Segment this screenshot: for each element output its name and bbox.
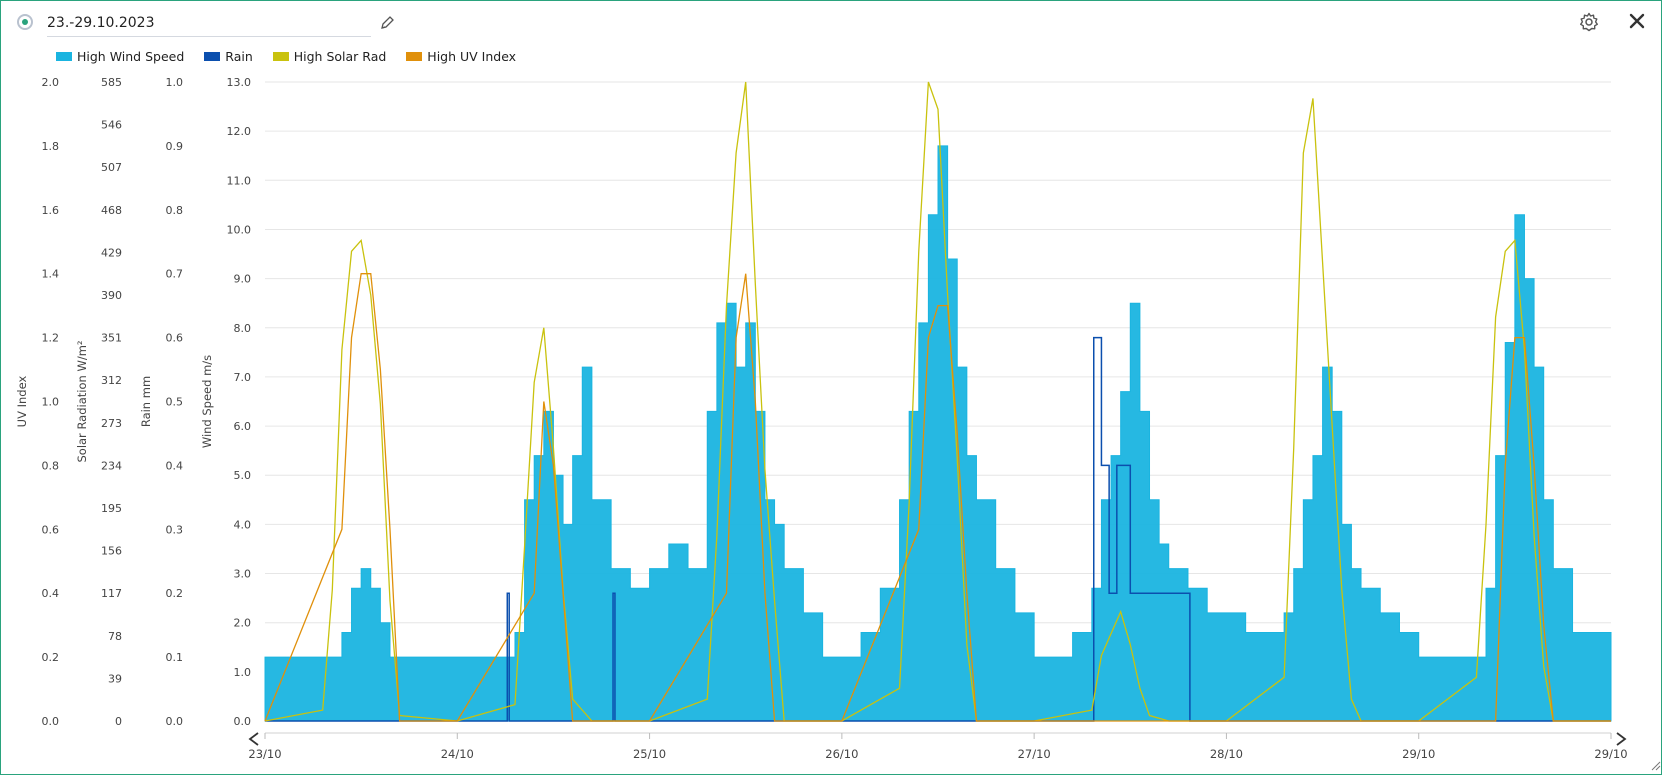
rain-tick-label: 1.0: [166, 76, 184, 89]
solar-tick-label: 351: [101, 332, 122, 345]
resize-icon[interactable]: [1651, 761, 1661, 771]
rain-tick-label: 0.3: [166, 523, 184, 536]
wind-tick-label: 6.0: [234, 420, 252, 433]
rain-tick-label: 0.9: [166, 140, 184, 153]
wind-tick-label: 12.0: [227, 125, 252, 138]
legend-item-rain[interactable]: Rain: [204, 46, 253, 66]
solar-tick-label: 195: [101, 502, 122, 515]
uv-tick-label: 1.4: [42, 268, 60, 281]
chevron-right-icon[interactable]: [1616, 732, 1627, 746]
legend-swatch-rain: [204, 51, 221, 61]
legend-swatch-wind: [56, 51, 72, 61]
wind-tick-label: 3.0: [234, 568, 252, 581]
series-wind-area: [264, 145, 1612, 722]
solar-tick-label: 78: [108, 630, 122, 643]
wind-tick-label: 0.0: [234, 715, 252, 728]
wind-tick-label: 10.0: [227, 223, 252, 236]
solar-tick-label: 585: [101, 76, 122, 89]
chevron-left-icon[interactable]: [248, 732, 259, 746]
x-tick-label: 28/10: [1210, 747, 1243, 761]
rain-tick-label: 0.6: [166, 332, 184, 345]
series-solar-line: [264, 81, 1611, 722]
x-tick-label: 25/10: [633, 747, 666, 761]
solar-axis-title: Solar Radiation W/m²: [75, 340, 89, 462]
series-uv-line: [264, 273, 1611, 722]
solar-tick-label: 39: [108, 672, 122, 685]
pencil-icon[interactable]: [378, 14, 396, 32]
wind-tick-label: 1.0: [234, 666, 252, 679]
uv-tick-label: 1.8: [42, 140, 60, 153]
rain-tick-label: 0.0: [166, 715, 184, 728]
solar-tick-label: 468: [101, 204, 122, 217]
selection-radio[interactable]: [17, 14, 33, 30]
wind-tick-label: 4.0: [234, 518, 252, 531]
series-rain-line: [265, 336, 1611, 722]
solar-tick-label: 117: [101, 587, 122, 600]
chart-legend: High Wind Speed Rain High Solar Rad High…: [56, 46, 516, 66]
wind-axis-title: Wind Speed m/s: [200, 355, 214, 448]
legend-swatch-uv: [406, 51, 423, 61]
legend-item-uv[interactable]: High UV Index: [406, 46, 516, 66]
wind-tick-label: 7.0: [234, 371, 252, 384]
uv-tick-label: 0.8: [42, 459, 60, 472]
legend-label-rain: Rain: [225, 48, 253, 64]
uv-tick-label: 0.6: [42, 523, 60, 536]
legend-label-wind: High Wind Speed: [77, 48, 185, 64]
solar-tick-label: 507: [101, 161, 122, 174]
x-tick-label: 26/10: [825, 747, 858, 761]
rain-tick-label: 0.7: [166, 268, 184, 281]
rain-tick-label: 0.1: [166, 651, 184, 664]
uv-axis-title: UV Index: [15, 376, 29, 428]
legend-swatch-solar: [272, 51, 289, 61]
legend-label-uv: High UV Index: [427, 48, 517, 64]
uv-tick-label: 2.0: [42, 76, 60, 89]
x-tick-label: 24/10: [441, 747, 474, 761]
solar-tick-label: 273: [101, 417, 122, 430]
date-range-input[interactable]: [47, 10, 371, 37]
chart-header: [0, 0, 1662, 44]
close-icon[interactable]: [1626, 10, 1648, 32]
x-tick-label: 29/10: [1402, 747, 1435, 761]
legend-label-solar: High Solar Rad: [293, 48, 387, 64]
wind-tick-label: 11.0: [227, 174, 252, 187]
uv-tick-label: 0.4: [42, 587, 60, 600]
solar-tick-label: 429: [101, 246, 122, 259]
rain-tick-label: 0.4: [166, 459, 184, 472]
rain-tick-label: 0.2: [166, 587, 184, 600]
solar-tick-label: 234: [101, 459, 122, 472]
rain-axis-title: Rain mm: [139, 376, 153, 427]
gear-icon[interactable]: [1578, 11, 1600, 33]
legend-item-wind[interactable]: High Wind Speed: [56, 46, 184, 66]
wind-tick-label: 9.0: [234, 273, 252, 286]
x-tick-label: 27/10: [1018, 747, 1051, 761]
wind-tick-label: 13.0: [227, 76, 252, 89]
uv-tick-label: 1.6: [42, 204, 60, 217]
solar-tick-label: 390: [101, 289, 122, 302]
uv-tick-label: 1.2: [42, 332, 60, 345]
solar-tick-label: 156: [101, 545, 122, 558]
chart-series: [264, 81, 1612, 722]
rain-tick-label: 0.5: [166, 396, 184, 409]
wind-tick-label: 2.0: [234, 617, 252, 630]
x-tick-label: 23/10: [248, 747, 281, 761]
rain-tick-label: 0.8: [166, 204, 184, 217]
solar-tick-label: 546: [101, 119, 122, 132]
uv-tick-label: 0.2: [42, 651, 60, 664]
uv-tick-label: 0.0: [42, 715, 60, 728]
chart-axes: 0.0 0.2 0.4 0.6 0.8 1.0 1.2 1.4 1.6 1.8 2.0 UV Inde…: [15, 76, 1628, 761]
solar-tick-label: 312: [101, 374, 122, 387]
x-tick-label: 29/10: [1594, 747, 1627, 761]
solar-tick-label: 0: [115, 715, 122, 728]
wind-tick-label: 8.0: [234, 322, 252, 335]
uv-tick-label: 1.0: [42, 396, 60, 409]
wind-tick-label: 5.0: [234, 469, 252, 482]
legend-item-solar[interactable]: High Solar Rad: [272, 46, 387, 66]
